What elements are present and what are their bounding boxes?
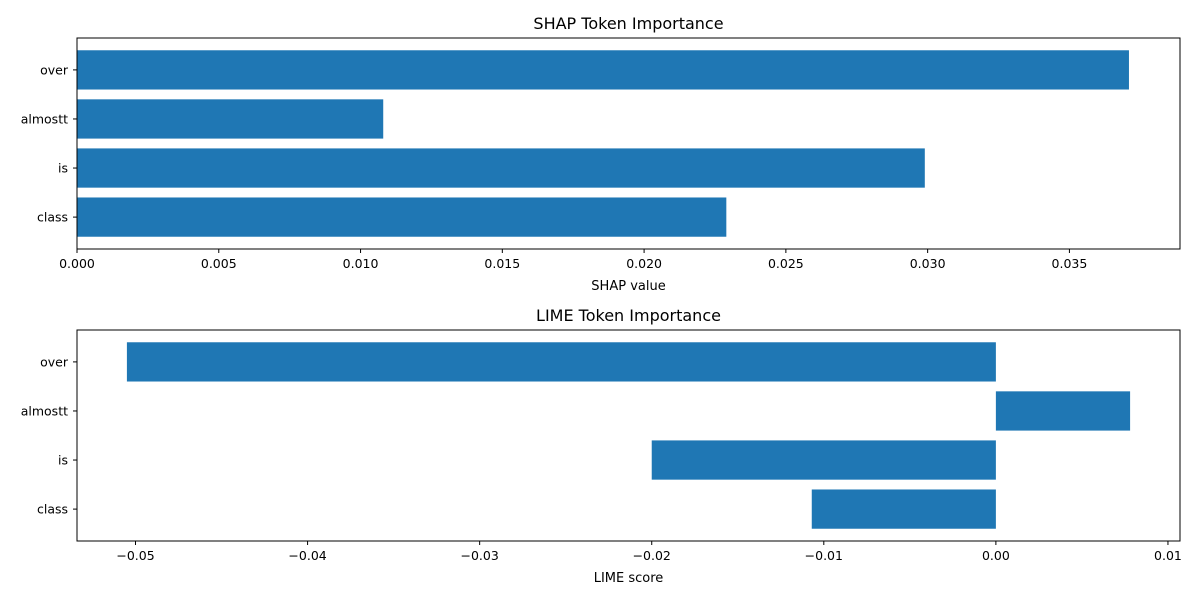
x-axis-label: LIME score [594, 571, 664, 586]
x-axis-label: SHAP value [591, 279, 665, 294]
x-tick-label: 0.030 [910, 256, 946, 271]
bar-almostt [996, 391, 1130, 430]
x-tick-label: −0.01 [805, 548, 843, 563]
chart-title: LIME Token Importance [536, 306, 721, 325]
x-tick-label: 0.005 [201, 256, 237, 271]
y-tick-label: almostt [21, 111, 68, 126]
x-tick-label: −0.04 [288, 548, 326, 563]
x-tick-label: 0.015 [484, 256, 520, 271]
bar-over [127, 342, 996, 381]
y-tick-label: is [58, 453, 68, 468]
x-tick-label: 0.010 [343, 256, 379, 271]
x-tick-label: −0.02 [633, 548, 671, 563]
x-tick-label: 0.00 [982, 548, 1010, 563]
x-tick-label: 0.01 [1154, 548, 1182, 563]
bar-is [652, 440, 996, 479]
x-tick-label: 0.020 [626, 256, 662, 271]
x-tick-label: 0.025 [768, 256, 804, 271]
y-tick-label: over [40, 62, 69, 77]
y-tick-label: over [40, 354, 69, 369]
x-tick-label: 0.000 [59, 256, 95, 271]
y-tick-label: almostt [21, 403, 68, 418]
x-tick-label: −0.03 [460, 548, 498, 563]
bar-is [77, 148, 925, 187]
bar-class [812, 489, 996, 528]
bar-almostt [77, 99, 383, 138]
x-tick-label: −0.05 [116, 548, 154, 563]
x-tick-label: 0.035 [1052, 256, 1088, 271]
bar-over [77, 50, 1129, 89]
y-tick-label: class [37, 502, 68, 517]
chart-title: SHAP Token Importance [533, 14, 723, 33]
bar-class [77, 197, 726, 236]
y-tick-label: class [37, 210, 68, 225]
y-tick-label: is [58, 161, 68, 176]
